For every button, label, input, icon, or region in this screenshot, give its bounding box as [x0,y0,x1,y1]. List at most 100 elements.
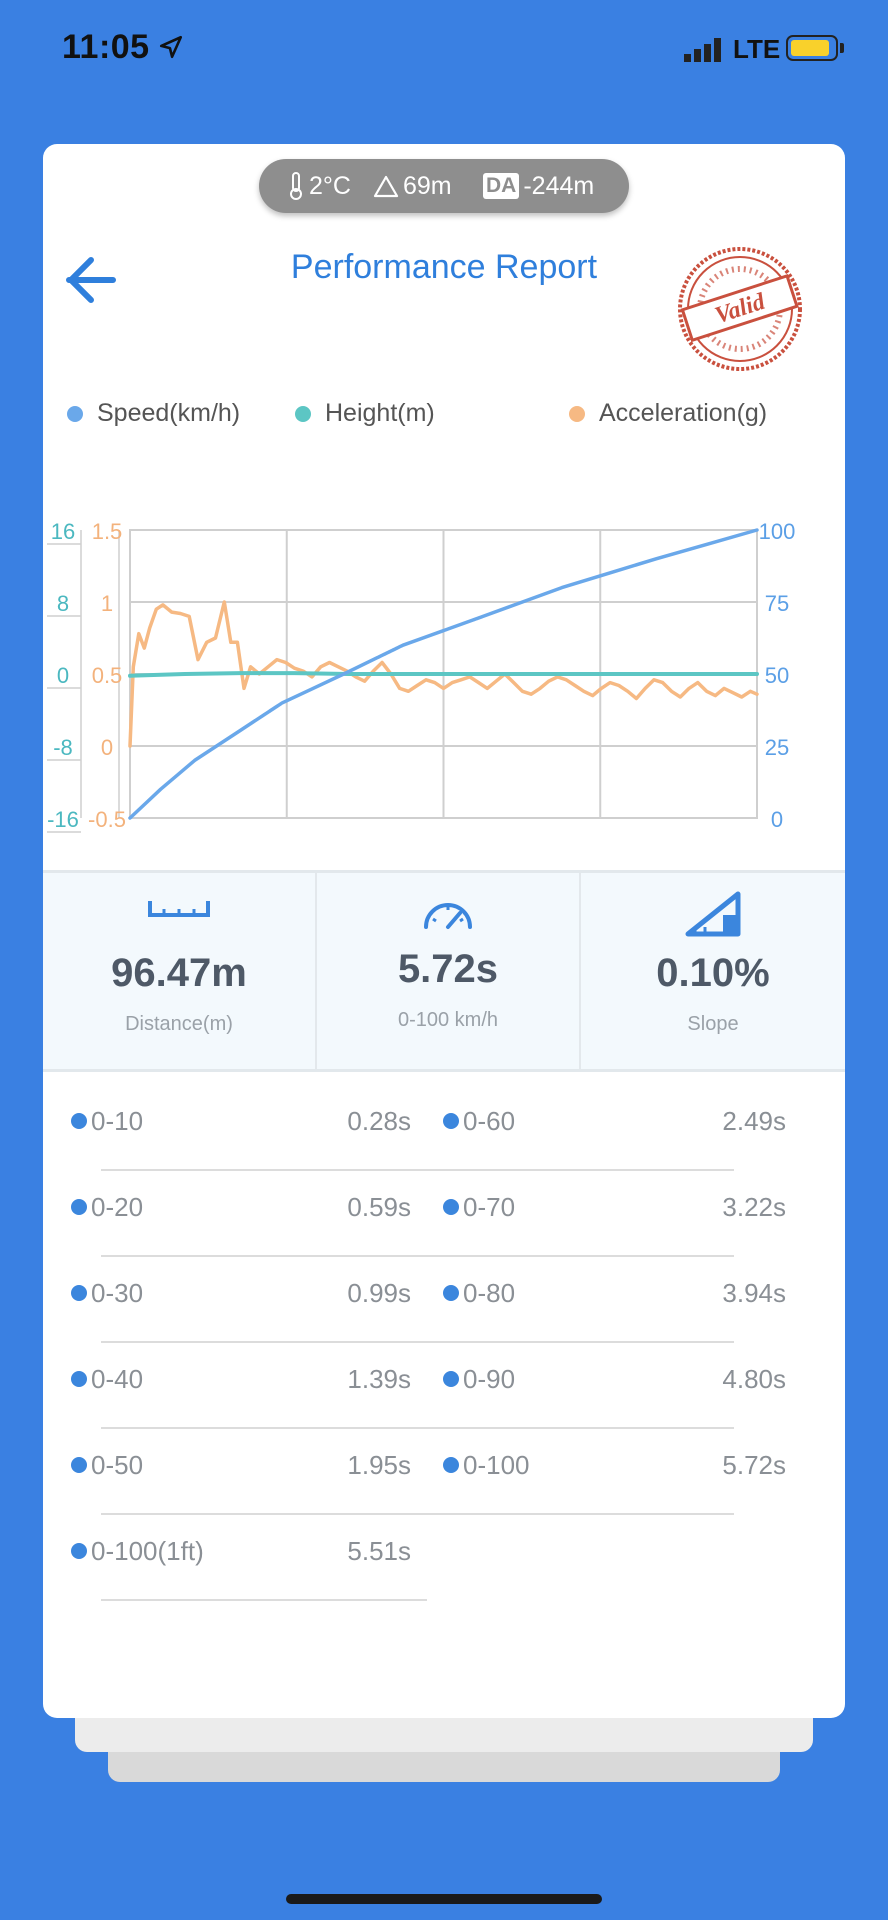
split-label: 0-10 [91,1106,144,1136]
ruler-icon [148,901,210,917]
valid-stamp: Valid [678,247,802,371]
accel-time-label: 0-100 km/h [397,1009,499,1031]
split-label: 0-20 [91,1192,144,1222]
split-row-divider [101,1427,734,1429]
split-row: 0-50 1.95s [71,1428,451,1514]
slope-icon [685,891,741,937]
legend-dot-acceleration [569,405,585,422]
split-row-divider [101,1599,427,1601]
height-tick-label: 16 [51,519,75,544]
accel-tick-label: 0 [101,735,113,760]
speed-tick-label: 100 [759,519,796,544]
split-value: 2.49s [722,1106,786,1136]
accel-tick-label: -0.5 [88,807,126,832]
split-value: 0.99s [347,1278,411,1308]
height-tick-label: 0 [57,663,69,688]
legend-label-height: Height(m) [325,399,435,427]
legend-label-acceleration: Acceleration(g) [599,399,768,427]
speed-tick-label: 75 [765,591,789,616]
performance-chart: 16 8 0 -8 -16 1.5 1 0.5 0 -0.5 100 75 50 25 0 [47,519,796,833]
split-row: 0-70 3.22s [443,1170,826,1256]
stat-distance: 96.47m Distance(m) [43,873,315,1069]
speed-tick-label: 0 [771,807,783,832]
battery-icon [786,35,838,61]
legend-dot-speed [67,405,83,422]
split-value: 1.95s [347,1450,411,1480]
split-label: 0-60 [463,1106,516,1136]
speedometer-icon [424,903,472,929]
stat-acceleration-time: 5.72s 0-100 km/h [317,873,579,1069]
status-bar: 11:05 LTE [0,0,888,100]
series-line-speed [128,528,759,820]
split-label: 0-30 [91,1278,144,1308]
legend-item-acceleration[interactable]: Acceleration(g) [569,399,767,428]
legend-dot-height [295,405,311,422]
split-label: 0-50 [91,1450,144,1480]
split-bullet [443,1285,459,1301]
legend-item-speed[interactable]: Speed(km/h) [67,399,240,428]
altitude: 69m [373,159,452,213]
network-type: LTE [733,34,781,64]
height-tick-label: 8 [57,591,69,616]
split-value: 5.51s [347,1536,411,1566]
split-label: 0-100(1ft) [91,1536,204,1566]
stat-slope: 0.10% Slope [581,873,845,1069]
split-row-divider [101,1255,734,1257]
stat-divider [315,873,317,1069]
split-value: 0.59s [347,1192,411,1222]
split-row: 0-90 4.80s [443,1342,826,1428]
split-row: 0-100 5.72s [443,1428,826,1514]
stats-strip: 96.47m Distance(m) 5.72s 0-100 km/h 0.10… [43,870,845,1072]
stat-divider [579,873,581,1069]
mountain-icon [373,175,399,198]
split-row: 0-60 2.49s [443,1084,826,1170]
split-bullet [71,1457,87,1473]
split-row-divider [101,1513,734,1515]
battery-tip [840,43,844,53]
split-value: 1.39s [347,1364,411,1394]
split-row: 0-40 1.39s [71,1342,451,1428]
split-value: 5.72s [722,1450,786,1480]
conditions-pill: 2°C 69m DA -244m [259,159,629,213]
slope-value: 0.10% [656,951,770,995]
legend-item-height[interactable]: Height(m) [295,399,435,428]
split-label: 0-80 [463,1278,516,1308]
page-title: Performance Report [290,248,598,286]
split-row: 0-80 3.94s [443,1256,826,1342]
split-row: 0-30 0.99s [71,1256,451,1342]
accel-tick-label: 1 [101,591,113,616]
speed-tick-label: 50 [765,663,789,688]
thermometer-icon [290,172,302,200]
temperature: 2°C [287,159,351,213]
slope-label: Slope [687,1013,739,1035]
split-bullet [71,1199,87,1215]
accel-time-value: 5.72s [397,947,499,991]
home-indicator [286,1894,602,1904]
height-tick-label: -8 [53,735,73,760]
distance-label: Distance(m) [125,1013,233,1035]
split-value: 3.94s [722,1278,786,1308]
distance-value: 96.47m [111,951,247,995]
back-arrow-icon[interactable] [61,244,121,316]
performance-report-card: 2°C 69m DA -244m Performance Report Vali… [43,144,845,1718]
legend-label-speed: Speed(km/h) [97,399,241,427]
split-label: 0-100 [463,1450,530,1480]
split-bullet [443,1371,459,1387]
speed-tick-label: 25 [765,735,789,760]
series-line-acceleration [128,600,759,748]
split-value: 3.22s [722,1192,786,1222]
altitude-value: 69m [403,171,452,200]
height-tick-label: -16 [47,807,79,832]
split-bullet [71,1543,87,1559]
accel-tick-label: 0.5 [92,663,123,688]
split-row: 0-100(1ft) 5.51s [71,1514,451,1600]
accel-tick-label: 1.5 [92,519,123,544]
series-line-height [128,671,759,678]
split-bullet [71,1113,87,1129]
density-altitude: DA -244m [483,159,594,213]
split-row: 0-20 0.59s [71,1170,451,1256]
split-row: 0-10 0.28s [71,1084,451,1170]
split-bullet [443,1199,459,1215]
split-row-divider [101,1341,734,1343]
location-arrow-icon [159,35,183,59]
